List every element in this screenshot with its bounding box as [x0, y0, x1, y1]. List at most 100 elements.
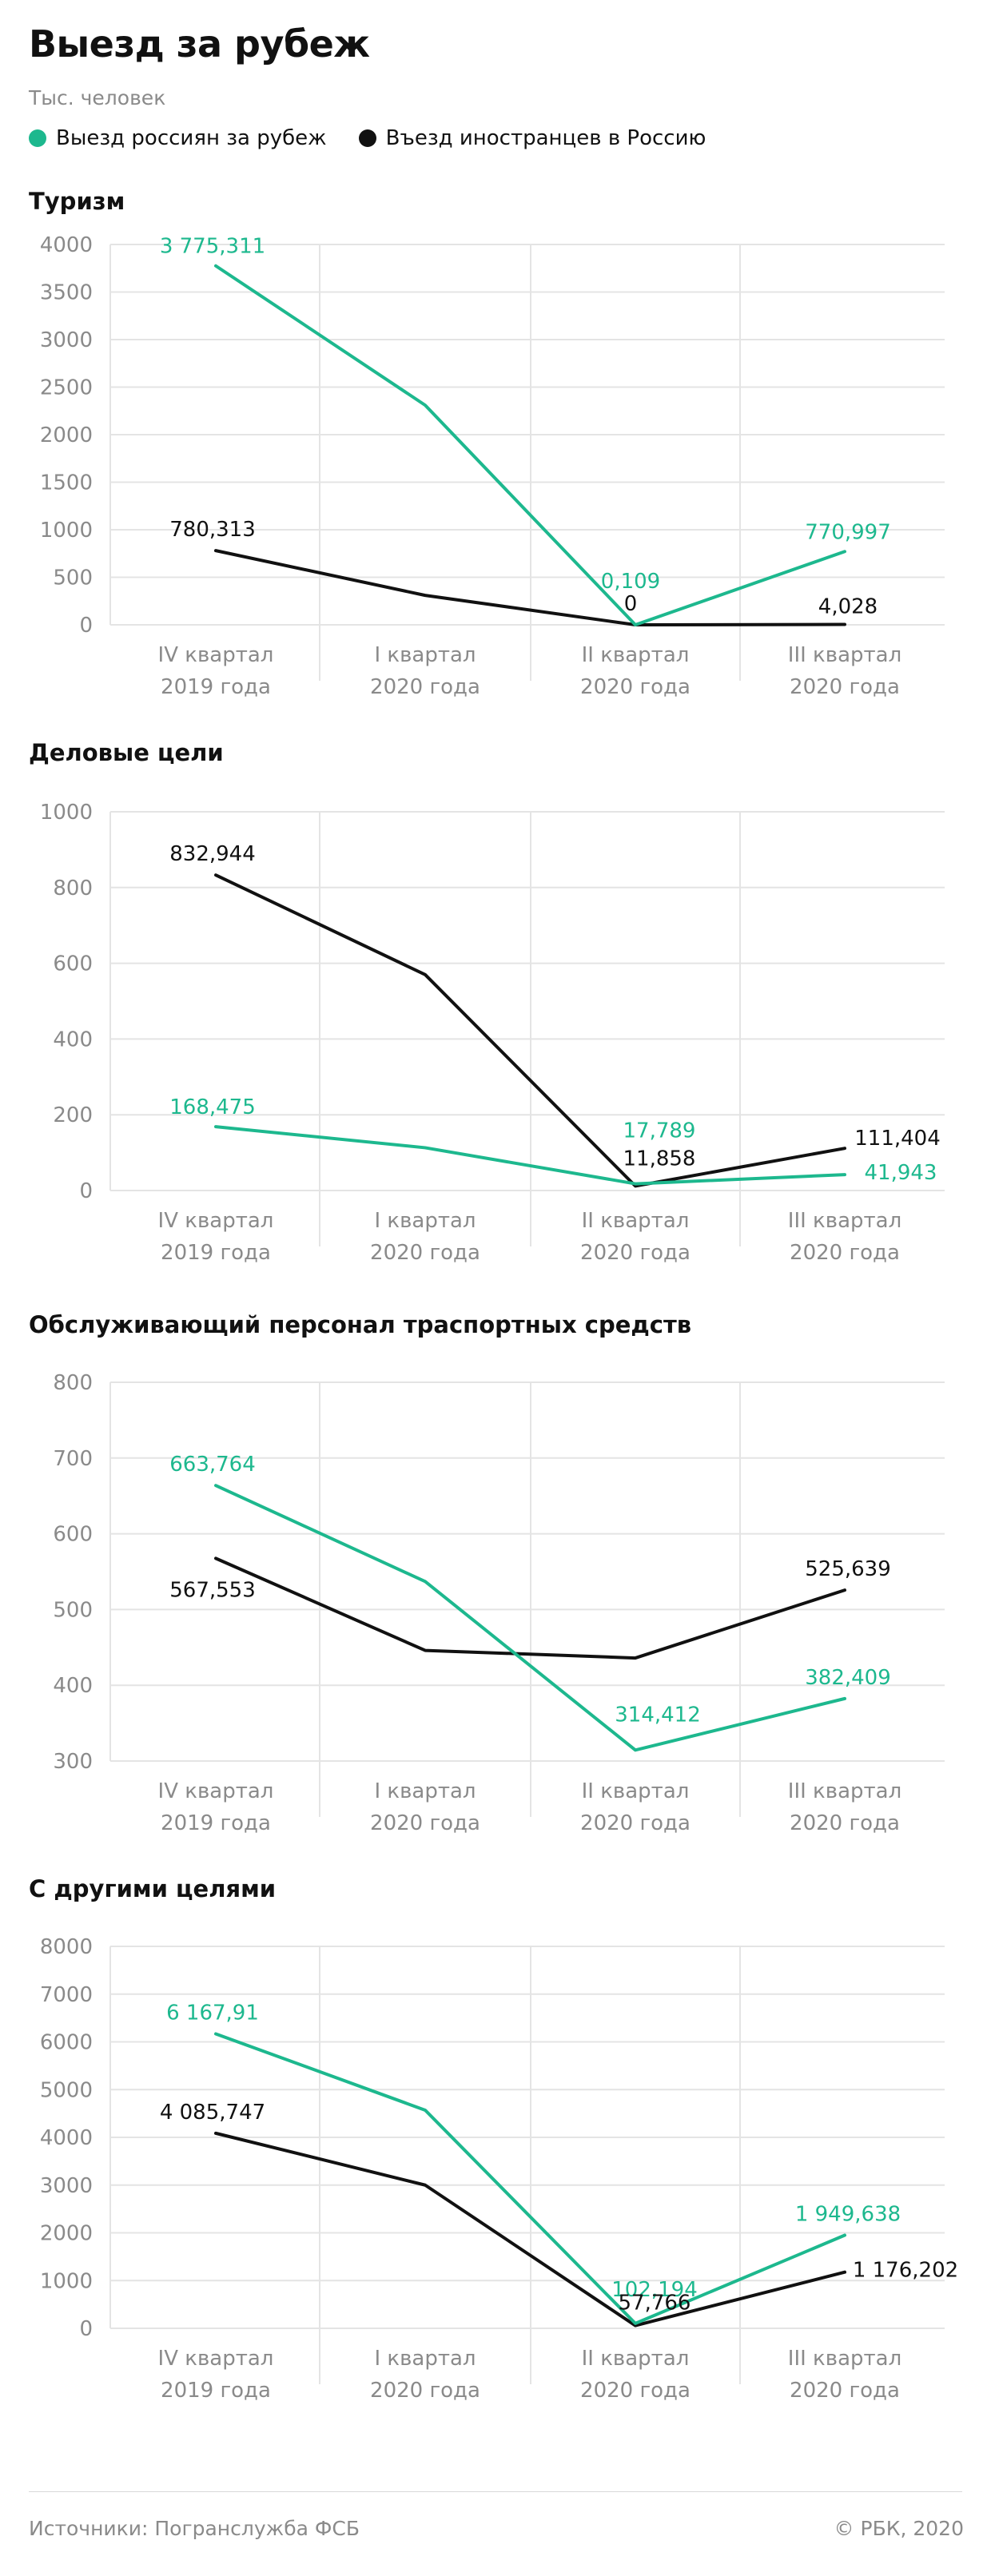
legend-green-dot-icon [29, 129, 46, 147]
y-tick-label: 5000 [40, 2078, 93, 2102]
x-tick-label: II квартал [582, 643, 690, 667]
data-label-outbound: 168,475 [169, 1095, 256, 1119]
x-tick-label: IV квартал [158, 1779, 274, 1803]
data-label-outbound: 382,409 [805, 1666, 891, 1690]
data-label-inbound: 1 176,202 [853, 2259, 958, 2283]
data-label-inbound: 525,639 [805, 1557, 891, 1581]
y-tick-label: 4000 [40, 2126, 93, 2150]
footer-copyright: © РБК, 2020 [834, 2517, 964, 2540]
y-tick-label: 6000 [40, 2031, 93, 2055]
y-tick-label: 500 [53, 1598, 93, 1622]
x-tick-label: 2019 года [161, 1241, 271, 1265]
x-tick-label: 2020 года [790, 1241, 900, 1265]
series-line-inbound [214, 2131, 846, 2328]
y-tick-label: 3500 [40, 281, 93, 305]
series-line-outbound [214, 2032, 846, 2325]
y-tick-label: 400 [53, 1028, 93, 1051]
x-tick-label: III квартал [788, 1209, 901, 1233]
data-label-outbound: 102,194 [611, 2278, 698, 2302]
x-tick-label: II квартал [582, 1209, 690, 1233]
y-tick-label: 0 [79, 614, 93, 638]
x-tick-label: 2020 года [370, 1241, 480, 1265]
data-label-inbound: 11,858 [623, 1147, 696, 1171]
page-title: Выезд за рубеж [29, 22, 370, 66]
legend: Выезд россиян за рубеж Въезд иностранцев… [29, 126, 738, 150]
data-label-outbound: 314,412 [615, 1703, 701, 1727]
x-tick-label: IV квартал [158, 1209, 274, 1233]
y-tick-label: 400 [53, 1674, 93, 1698]
x-tick-label: I квартал [374, 1779, 476, 1803]
chart-title: Обслуживающий персонал траспортных средс… [29, 1311, 691, 1338]
x-tick-label: III квартал [788, 2347, 901, 2371]
units-subtitle: Тыс. человек [29, 86, 166, 109]
legend-label-outbound: Выезд россиян за рубеж [56, 126, 327, 150]
series-line-inbound [214, 873, 846, 1188]
y-tick-label: 3000 [40, 2174, 93, 2198]
x-tick-label: IV квартал [158, 643, 274, 667]
y-tick-label: 4000 [40, 233, 93, 257]
data-label-inbound: 832,944 [169, 842, 256, 866]
data-label-inbound: 57,766 [619, 2292, 691, 2316]
data-label-inbound: 567,553 [169, 1578, 256, 1602]
data-label-outbound: 0,109 [601, 570, 660, 594]
series-line-outbound [214, 264, 846, 626]
x-tick-label: 2020 года [370, 1811, 480, 1835]
x-tick-label: 2020 года [370, 675, 480, 699]
y-tick-label: 2000 [40, 423, 93, 447]
chart-title: Деловые цели [29, 739, 224, 766]
series-line-outbound [214, 1125, 846, 1186]
y-tick-label: 600 [53, 952, 93, 976]
y-tick-label: 200 [53, 1103, 93, 1127]
x-tick-label: 2020 года [370, 2379, 480, 2403]
series-line-inbound [214, 1556, 846, 1660]
y-tick-label: 3000 [40, 328, 93, 352]
data-label-inbound: 4 085,747 [160, 2101, 265, 2125]
x-tick-label: III квартал [788, 1779, 901, 1803]
data-label-inbound: 780,313 [169, 518, 256, 542]
x-tick-label: 2019 года [161, 2379, 271, 2403]
x-tick-label: I квартал [374, 2347, 476, 2371]
y-tick-label: 1000 [40, 2269, 93, 2293]
y-tick-label: 300 [53, 1750, 93, 1774]
y-tick-label: 800 [53, 877, 93, 900]
data-label-outbound: 17,789 [623, 1119, 696, 1143]
data-label-inbound: 111,404 [854, 1127, 941, 1151]
y-tick-label: 800 [53, 1371, 93, 1395]
data-label-outbound: 3 775,311 [160, 235, 265, 259]
y-tick-label: 0 [79, 2317, 93, 2341]
data-label-outbound: 41,943 [865, 1161, 937, 1185]
data-label-outbound: 6 167,91 [166, 2001, 259, 2025]
y-tick-label: 7000 [40, 1983, 93, 2007]
data-label-outbound: 770,997 [805, 520, 891, 544]
y-tick-label: 700 [53, 1447, 93, 1471]
x-tick-label: II квартал [582, 1779, 690, 1803]
data-label-inbound: 4,028 [818, 595, 878, 619]
footer-divider [29, 2491, 962, 2492]
x-tick-label: II квартал [582, 2347, 690, 2371]
x-tick-label: 2020 года [580, 1241, 691, 1265]
footer-source: Источники: Погранслужба ФСБ [29, 2517, 360, 2540]
data-label-inbound: 0 [624, 592, 638, 616]
y-tick-label: 1000 [40, 801, 93, 825]
x-tick-label: I квартал [374, 1209, 476, 1233]
series-line-outbound [214, 1484, 846, 1752]
series-line-inbound [214, 549, 846, 626]
y-tick-label: 0 [79, 1179, 93, 1203]
y-tick-label: 2000 [40, 2222, 93, 2246]
data-label-outbound: 1 949,638 [795, 2203, 901, 2227]
data-label-outbound: 663,764 [169, 1453, 256, 1477]
legend-label-inbound: Въезд иностранцев в Россию [385, 126, 706, 150]
y-tick-label: 1500 [40, 471, 93, 495]
y-tick-label: 500 [53, 566, 93, 590]
x-tick-label: 2020 года [790, 2379, 900, 2403]
y-tick-label: 8000 [40, 1935, 93, 1959]
chart-title: Туризм [29, 188, 125, 215]
x-tick-label: 2020 года [580, 2379, 691, 2403]
x-tick-label: 2019 года [161, 675, 271, 699]
y-tick-label: 1000 [40, 519, 93, 543]
x-tick-label: I квартал [374, 643, 476, 667]
chart-title: С другими целями [29, 1875, 276, 1902]
x-tick-label: 2020 года [580, 1811, 691, 1835]
y-tick-label: 600 [53, 1523, 93, 1547]
